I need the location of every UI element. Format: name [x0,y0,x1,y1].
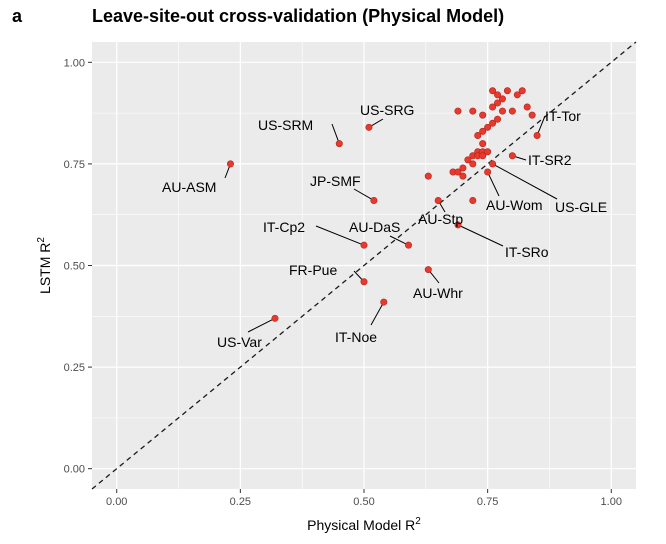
data-point [528,111,536,119]
data-point [494,91,502,99]
data-point [494,115,502,123]
data-point-au-das [405,241,413,249]
point-label-jp-smf: JP-SMF [310,173,361,189]
x-axis-title: Physical Model R2 [307,516,421,533]
data-point [479,140,487,148]
point-label-it-cp2: IT-Cp2 [263,219,305,235]
data-point [464,156,472,164]
data-point [454,168,462,176]
data-point [498,95,506,103]
y-axis-title-text: LSTM R [37,243,53,294]
leader-line-it-tor [536,115,546,136]
data-point-au-stp [434,196,442,204]
data-point [518,87,526,95]
data-point-us-srg [365,123,373,131]
leader-line-it-sro [457,224,504,247]
y-axis-title-superscript: 2 [36,237,47,243]
y-axis-title: LSTM R2 [36,237,53,294]
data-point [489,87,497,95]
data-point [508,107,516,115]
point-label-it-sr2: IT-SR2 [528,152,572,168]
data-point [454,107,462,115]
data-point-it-tor [533,131,541,139]
point-label-au-das: AU-DaS [349,219,400,235]
x-tick-label: 1.00 [601,496,622,508]
y-tick-label: 1.00 [64,57,85,69]
point-label-us-srg: US-SRG [360,102,414,118]
data-point [498,107,506,115]
data-point-us-gle [489,160,497,168]
point-label-us-gle: US-GLE [555,199,607,215]
data-point [479,127,487,135]
data-point [469,196,477,204]
data-point-it-sro [454,221,462,229]
data-point [484,123,492,131]
data-point [523,103,531,111]
data-point [489,119,497,127]
data-point [479,152,487,160]
x-axis-ticks [116,489,612,493]
data-point [474,131,482,139]
point-label-it-sro: IT-SRo [505,244,549,260]
data-point-it-cp2 [360,241,368,249]
data-point [494,99,502,107]
data-point-au-whr [424,266,432,274]
y-tick-label: 0.75 [64,159,85,171]
x-axis-title-superscript: 2 [415,516,421,527]
chart-title: Leave-site-out cross-validation (Physica… [92,6,505,26]
x-tick-label: 0.75 [477,496,498,508]
point-label-it-noe: IT-Noe [335,329,377,345]
data-points [226,87,541,322]
y-tick-label: 0.50 [64,261,85,273]
data-point [503,87,511,95]
y-tick-label: 0.25 [64,362,85,374]
data-point [469,107,477,115]
data-point [469,160,477,168]
point-label-au-whr: AU-Whr [413,285,463,301]
data-point [479,111,487,119]
point-label-us-srm: US-SRM [258,117,313,133]
y-tick-label: 0.00 [64,464,85,476]
leader-line-it-cp2 [315,225,365,246]
point-label-fr-pue: FR-Pue [289,262,337,278]
data-point [459,164,467,172]
panel-letter: a [12,6,23,26]
x-axis-tick-labels: 0.00 0.25 0.50 0.75 1.00 [106,496,622,508]
data-point [424,172,432,180]
data-point-fr-pue [360,278,368,286]
point-label-us-var: US-Var [217,334,262,350]
leader-line-jp-smf [353,188,375,201]
data-point [484,148,492,156]
data-point [489,103,497,111]
leader-line-au-wom [487,171,500,197]
x-tick-label: 0.50 [353,496,374,508]
point-labels: US-SRG US-SRM AU-ASM JP-SMF IT-Cp2 AU-DaS AU-S… [162,102,607,350]
point-label-au-asm: AU-ASM [162,179,216,195]
data-point-jp-smf [370,196,378,204]
point-label-it-tor: IT-Tor [545,108,581,124]
x-tick-label: 0.00 [106,496,127,508]
data-point-it-noe [380,298,388,306]
data-point-us-srm [335,140,343,148]
y-axis-ticks [88,61,92,470]
data-point-it-sr2 [508,152,516,160]
leader-line-us-var [247,317,276,333]
leader-line-us-gle [492,163,558,200]
point-label-au-wom: AU-Wom [486,197,543,213]
data-point [513,91,521,99]
x-tick-label: 0.25 [230,496,251,508]
data-point-au-asm [226,160,234,168]
major-gridlines [92,42,636,489]
data-point-us-var [271,314,279,322]
x-axis-title-text: Physical Model R [307,517,415,533]
y-axis-tick-labels: 0.00 0.25 0.50 0.75 1.00 [64,57,85,475]
point-label-au-stp: AU-Stp [418,211,463,227]
leader-line-it-noe [370,301,385,326]
data-point-au-wom [484,168,492,176]
data-point [459,172,467,180]
